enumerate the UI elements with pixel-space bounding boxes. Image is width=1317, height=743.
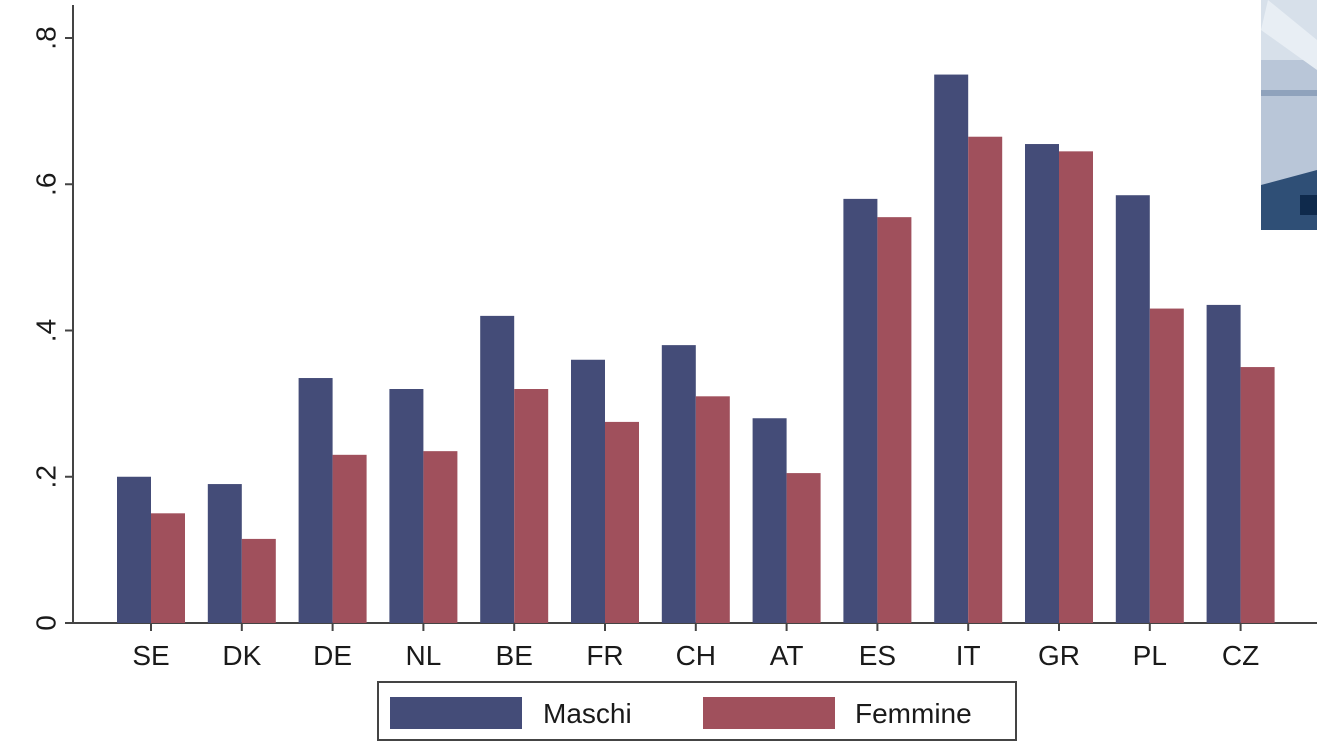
- bar-femmine-pl: [1149, 308, 1184, 623]
- x-tick-label-nl: NL: [406, 640, 442, 671]
- bar-maschi-gr: [1025, 144, 1059, 623]
- legend: Maschi Femmine: [377, 681, 1017, 741]
- x-tick-label-at: AT: [770, 640, 804, 671]
- bar-femmine-fr: [605, 421, 639, 623]
- x-tick-label-ch: CH: [676, 640, 716, 671]
- corner-photo-image: [1261, 0, 1317, 230]
- bar-maschi-es: [843, 198, 878, 623]
- bar-femmine-at: [786, 473, 821, 623]
- legend-swatch-femmine: [703, 697, 835, 729]
- y-tick-label: 0: [30, 615, 61, 631]
- bar-maschi-nl: [389, 389, 424, 623]
- bars: [117, 74, 1275, 623]
- bar-maschi-ch: [661, 345, 696, 623]
- bar-maschi-de: [298, 378, 333, 623]
- legend-label-maschi: Maschi: [543, 698, 632, 729]
- legend-label-femmine: Femmine: [855, 698, 972, 729]
- bar-maschi-cz: [1206, 304, 1241, 623]
- x-tick-label-dk: DK: [222, 640, 261, 671]
- y-tick-label: .8: [30, 26, 61, 49]
- x-tick-label-gr: GR: [1038, 640, 1080, 671]
- bar-femmine-be: [514, 389, 549, 623]
- x-tick-label-be: BE: [496, 640, 533, 671]
- bar-femmine-dk: [241, 538, 276, 623]
- x-tick-label-se: SE: [132, 640, 169, 671]
- x-axis: SE DK DE NL BE FR CH AT ES IT GR PL CZ: [73, 622, 1317, 671]
- bar-femmine-ch: [695, 396, 730, 623]
- x-tick-label-fr: FR: [586, 640, 623, 671]
- bar-femmine-cz: [1240, 367, 1275, 623]
- bar-femmine-se: [151, 513, 185, 623]
- y-axis: 0 .2 .4 .6 .8: [30, 5, 74, 631]
- bar-femmine-it: [968, 136, 1003, 623]
- x-tick-label-cz: CZ: [1222, 640, 1259, 671]
- x-tick-label-de: DE: [313, 640, 352, 671]
- bar-maschi-fr: [571, 359, 605, 623]
- bar-maschi-it: [934, 74, 969, 623]
- bar-femmine-es: [877, 217, 912, 623]
- bar-maschi-pl: [1115, 195, 1150, 623]
- legend-swatch-maschi: [390, 697, 522, 729]
- bar-maschi-dk: [207, 484, 242, 623]
- x-tick-label-pl: PL: [1133, 640, 1167, 671]
- bar-maschi-be: [480, 315, 515, 623]
- bar-maschi-at: [752, 418, 787, 623]
- bar-femmine-nl: [423, 451, 458, 623]
- bar-femmine-gr: [1059, 151, 1093, 623]
- bar-maschi-se: [117, 476, 151, 623]
- y-tick-label: .2: [30, 465, 61, 488]
- y-tick-label: .6: [30, 173, 61, 196]
- x-tick-label-it: IT: [956, 640, 981, 671]
- y-tick-label: .4: [30, 319, 61, 342]
- bar-femmine-de: [332, 454, 367, 623]
- x-tick-label-es: ES: [859, 640, 896, 671]
